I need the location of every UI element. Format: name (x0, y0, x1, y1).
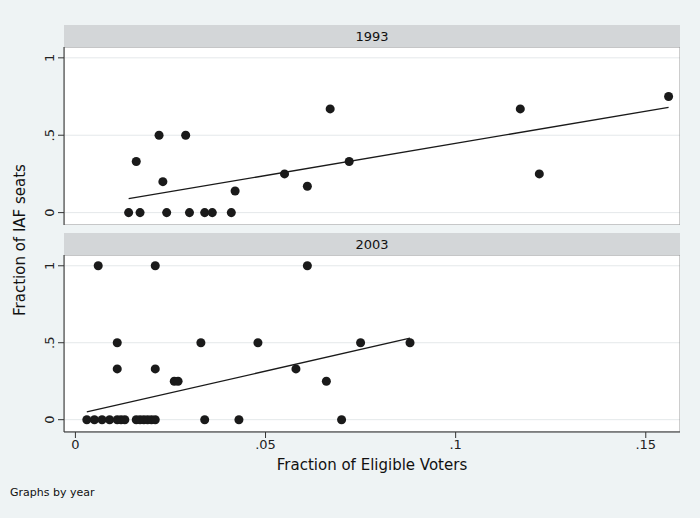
html-text:1993: 1993 (355, 28, 389, 44)
svg-text:.5: .5 (42, 337, 57, 349)
svg-text:.05: .05 (255, 437, 276, 452)
svg-text:0: 0 (42, 416, 57, 424)
svg-text:0: 0 (42, 208, 57, 216)
svg-text:1: 1 (42, 262, 57, 270)
svg-text:1: 1 (42, 54, 57, 62)
html-text:Fraction of Eligible Voters: Fraction of Eligible Voters (276, 456, 468, 474)
svg-text:0: 0 (71, 437, 79, 452)
html-text:Fraction of IAF seats: Fraction of IAF seats (11, 164, 29, 316)
html-text:Graphs by year: Graphs by year (10, 486, 95, 499)
svg-text:.15: .15 (635, 437, 656, 452)
svg-text:.5: .5 (42, 129, 57, 141)
html-text:2003: 2003 (355, 236, 389, 252)
svg-text:.1: .1 (449, 437, 461, 452)
